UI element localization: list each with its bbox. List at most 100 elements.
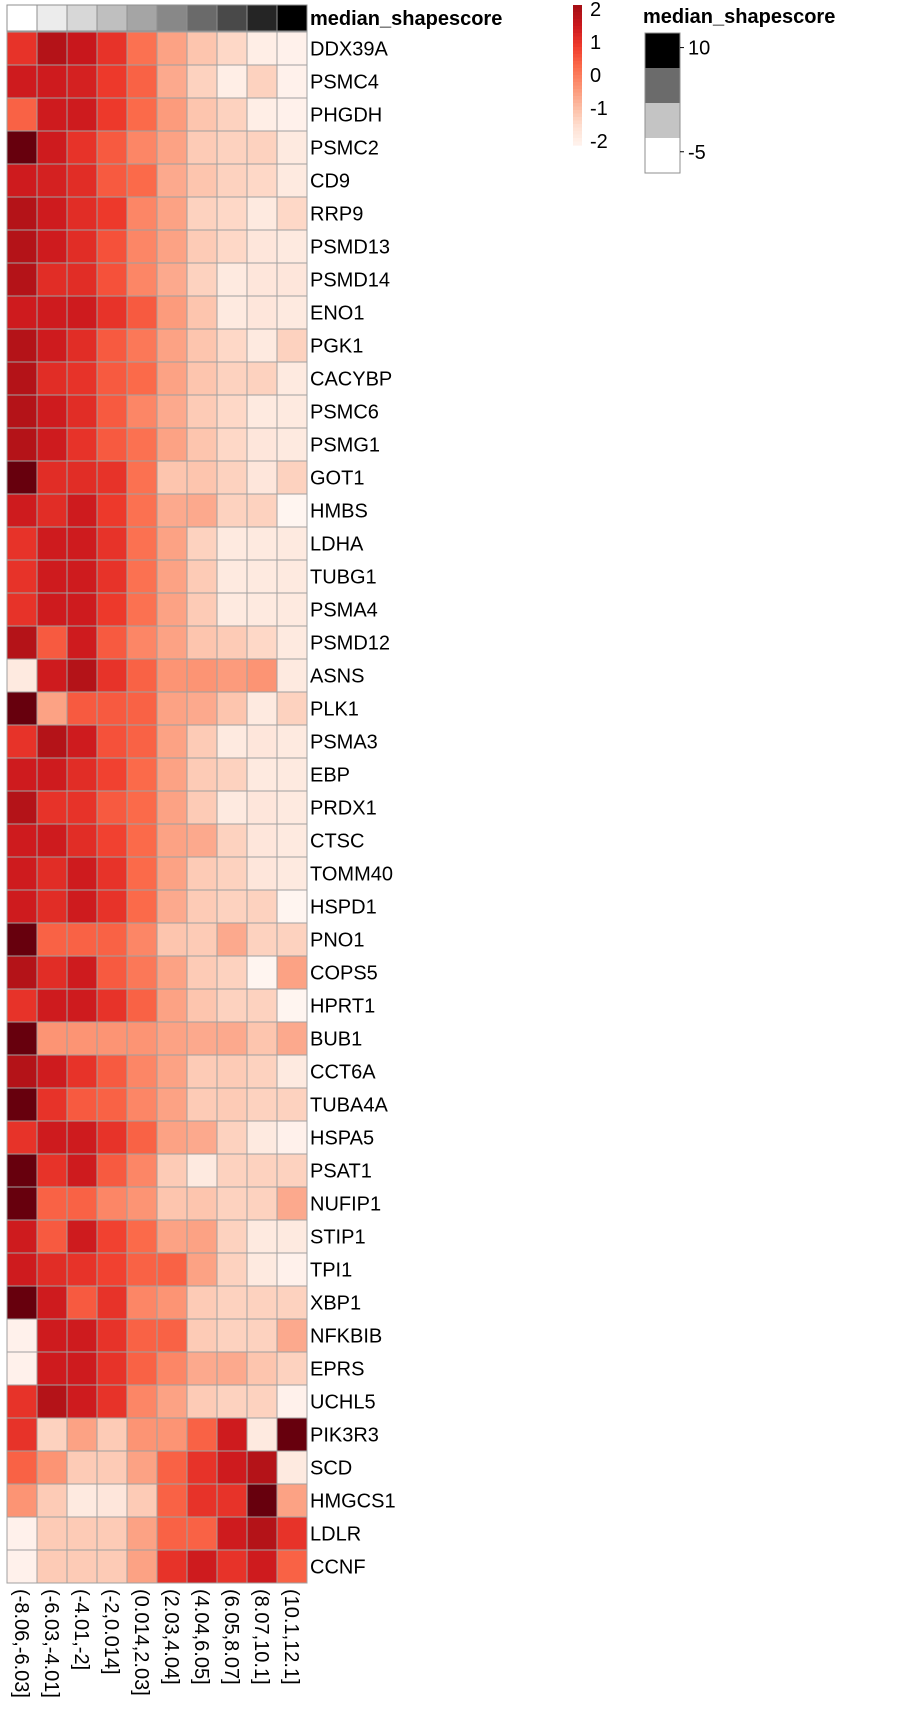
annotation-cell bbox=[126, 4, 158, 32]
heatmap-cell bbox=[66, 262, 98, 297]
heatmap-cell bbox=[6, 1219, 38, 1254]
heatmap-cell bbox=[186, 922, 218, 957]
heatmap-cell bbox=[96, 691, 128, 726]
heatmap-cell bbox=[6, 988, 38, 1023]
color-scale-band bbox=[573, 64, 582, 69]
color-scale-band bbox=[573, 92, 582, 97]
heatmap-cell bbox=[156, 1549, 188, 1584]
heatmap-cell bbox=[36, 1450, 68, 1485]
heatmap-cell bbox=[96, 889, 128, 924]
heatmap-cell bbox=[36, 1285, 68, 1320]
heatmap-cell bbox=[36, 625, 68, 660]
color-scale-band bbox=[573, 106, 582, 111]
heatmap-cell bbox=[66, 724, 98, 759]
heatmap-cell bbox=[66, 1450, 98, 1485]
heatmap-cell bbox=[276, 1483, 308, 1518]
annotation-cell bbox=[6, 4, 38, 32]
heatmap-cell bbox=[216, 559, 248, 594]
annotation-legend-swatch bbox=[645, 33, 680, 68]
color-scale-band bbox=[573, 113, 582, 118]
annotation-cell bbox=[66, 4, 98, 32]
heatmap-cell bbox=[186, 955, 218, 990]
heatmap-cell bbox=[36, 790, 68, 825]
heatmap-cell bbox=[126, 790, 158, 825]
heatmap-cell bbox=[186, 295, 218, 330]
heatmap-cell bbox=[246, 1186, 278, 1221]
color-scale-band bbox=[573, 85, 582, 90]
heatmap-cell bbox=[156, 1153, 188, 1188]
heatmap-cell bbox=[126, 97, 158, 132]
heatmap-cell bbox=[186, 691, 218, 726]
annotation-cell bbox=[186, 4, 218, 32]
heatmap-cell bbox=[186, 1054, 218, 1089]
heatmap-cell bbox=[66, 427, 98, 462]
heatmap-cell bbox=[156, 724, 188, 759]
annotation-cell bbox=[156, 4, 188, 32]
heatmap-cell bbox=[216, 1549, 248, 1584]
heatmap-cell bbox=[126, 955, 158, 990]
heatmap-cell bbox=[216, 724, 248, 759]
heatmap-cell bbox=[246, 427, 278, 462]
heatmap-cell bbox=[156, 460, 188, 495]
heatmap-cell bbox=[126, 1285, 158, 1320]
heatmap-cell bbox=[66, 658, 98, 693]
heatmap-cell bbox=[216, 1417, 248, 1452]
heatmap-cell bbox=[66, 889, 98, 924]
heatmap-cell bbox=[276, 1087, 308, 1122]
heatmap-cell bbox=[246, 1285, 278, 1320]
heatmap-cell bbox=[66, 361, 98, 396]
heatmap-cell bbox=[36, 691, 68, 726]
heatmap-cell bbox=[186, 196, 218, 231]
heatmap-cell bbox=[36, 988, 68, 1023]
row-label: UCHL5 bbox=[310, 1392, 376, 1414]
heatmap-cell bbox=[276, 757, 308, 792]
heatmap-cell bbox=[96, 1483, 128, 1518]
heatmap-cell bbox=[36, 1417, 68, 1452]
color-scale-band bbox=[573, 5, 582, 10]
heatmap-cell bbox=[66, 922, 98, 957]
heatmap-cell bbox=[276, 1417, 308, 1452]
annotation-legend-swatch bbox=[645, 68, 680, 103]
heatmap-cell bbox=[6, 790, 38, 825]
heatmap-cell bbox=[96, 163, 128, 198]
heatmap-cell bbox=[36, 262, 68, 297]
heatmap-cell bbox=[216, 427, 248, 462]
heatmap-cell bbox=[156, 757, 188, 792]
heatmap-cell bbox=[246, 559, 278, 594]
row-label: PSMG1 bbox=[310, 435, 380, 457]
color-scale-tick: -1 bbox=[590, 98, 608, 120]
heatmap-cell bbox=[96, 394, 128, 429]
heatmap-cell bbox=[36, 97, 68, 132]
heatmap-cell bbox=[276, 922, 308, 957]
heatmap-cell bbox=[126, 1153, 158, 1188]
heatmap-cell bbox=[36, 361, 68, 396]
heatmap-cell bbox=[6, 1021, 38, 1056]
heatmap-cell bbox=[36, 559, 68, 594]
heatmap-cell bbox=[126, 1186, 158, 1221]
heatmap-cell bbox=[96, 1186, 128, 1221]
heatmap-cell bbox=[126, 1351, 158, 1386]
heatmap-cell bbox=[276, 394, 308, 429]
heatmap-cell bbox=[186, 262, 218, 297]
heatmap-cell bbox=[126, 163, 158, 198]
heatmap-cell bbox=[276, 1285, 308, 1320]
heatmap-cell bbox=[276, 1450, 308, 1485]
heatmap-cell bbox=[36, 1318, 68, 1353]
heatmap-cell bbox=[36, 1351, 68, 1386]
heatmap-cell bbox=[36, 1153, 68, 1188]
heatmap-cell bbox=[216, 328, 248, 363]
row-label: CD9 bbox=[310, 171, 350, 193]
heatmap-cell bbox=[36, 31, 68, 66]
color-scale-band bbox=[573, 82, 582, 87]
heatmap-cell bbox=[126, 526, 158, 561]
heatmap-cell bbox=[216, 31, 248, 66]
heatmap-cell bbox=[276, 526, 308, 561]
heatmap-cell bbox=[246, 163, 278, 198]
heatmap-cell bbox=[126, 823, 158, 858]
heatmap-cell bbox=[216, 592, 248, 627]
annotation-legend-tick: -5 bbox=[688, 142, 706, 164]
heatmap-cell bbox=[126, 592, 158, 627]
heatmap-cell bbox=[66, 1285, 98, 1320]
heatmap-cell bbox=[66, 130, 98, 165]
heatmap-cell bbox=[246, 658, 278, 693]
